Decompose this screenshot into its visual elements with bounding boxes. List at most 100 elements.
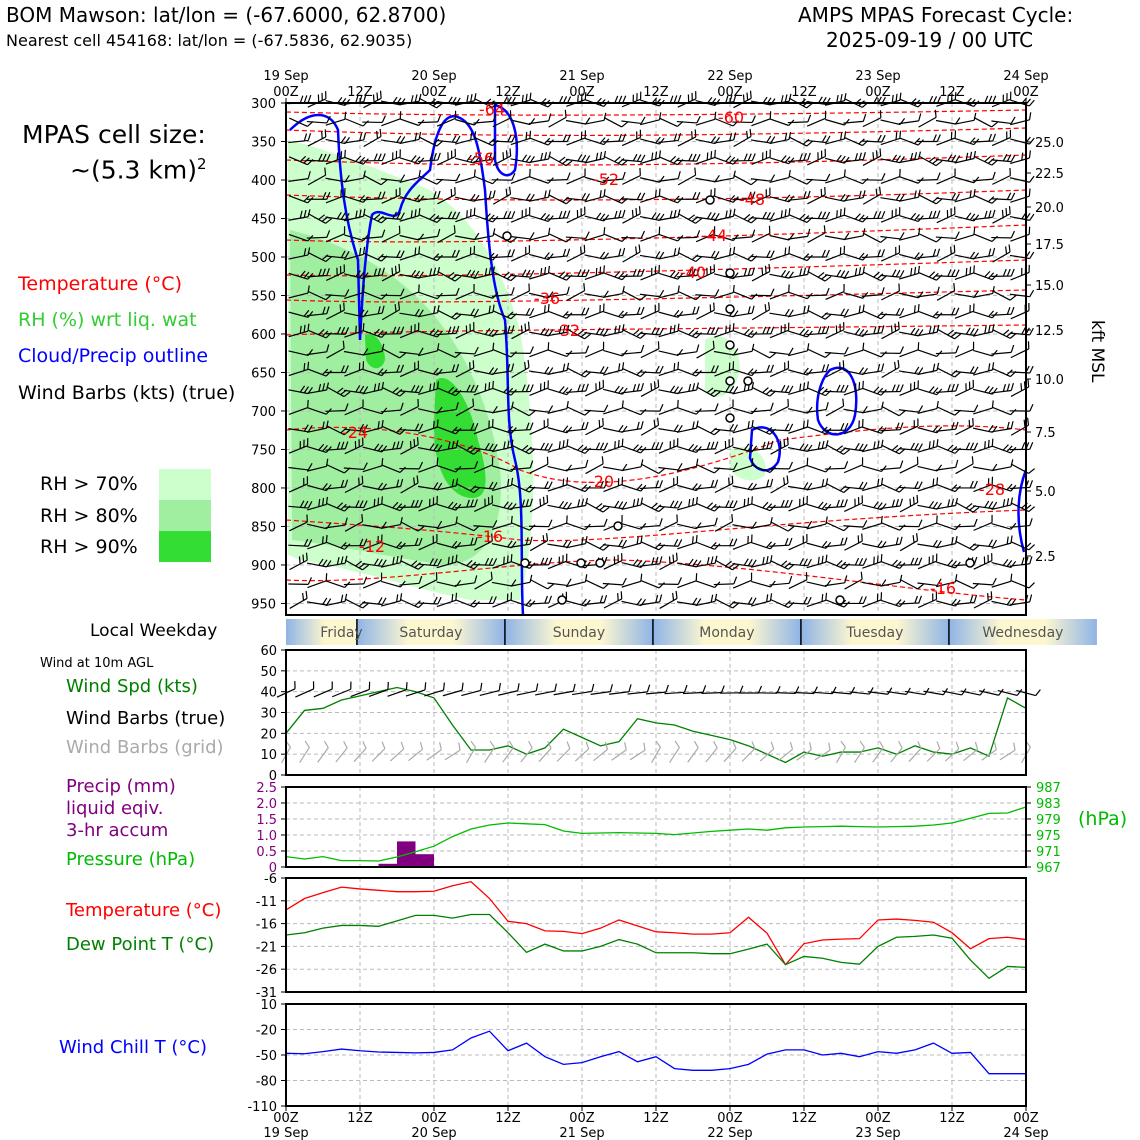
surface-wind-barb-shaft xyxy=(442,689,463,697)
bottom-time-hour-label: 12Z xyxy=(495,1111,521,1126)
wind-barb xyxy=(714,559,739,571)
wind-barb-flag xyxy=(344,555,348,564)
wind-barb-flag xyxy=(918,519,923,527)
wind-barb-flag xyxy=(529,422,534,430)
wind-barb xyxy=(585,501,610,513)
wind-barb xyxy=(325,226,346,243)
grid-wind-barb xyxy=(981,742,997,761)
wind-barb-shaft xyxy=(436,426,456,435)
wind-barb-flag xyxy=(373,268,378,277)
wind-barb-shaft xyxy=(473,447,494,452)
wind-barb-flag xyxy=(418,537,423,546)
wind-barb-flag xyxy=(358,477,360,486)
wind-barb-flag xyxy=(733,500,738,508)
wind-barb-flag xyxy=(862,177,869,185)
wind-barb xyxy=(418,534,438,551)
wind-barb xyxy=(380,211,405,220)
wind-barb xyxy=(547,539,572,548)
wind-barb-flag xyxy=(525,93,528,102)
wind-barb xyxy=(418,175,443,185)
wind-barb xyxy=(547,425,573,434)
wind-barb-flag xyxy=(749,90,752,99)
wind-barb-flag xyxy=(400,250,405,258)
surface-wind-barb-flag xyxy=(498,682,502,691)
wind-barb xyxy=(658,233,684,242)
wind-barb-shaft xyxy=(436,542,457,549)
wind-barb xyxy=(621,522,647,530)
wind-barb-flag xyxy=(363,132,367,141)
wind-barb xyxy=(935,345,960,355)
isotherm-line xyxy=(285,109,1027,116)
wind-barb-shaft xyxy=(955,425,974,436)
wind-barb xyxy=(954,442,979,451)
wind-barb-flag xyxy=(861,495,863,504)
wind-barb xyxy=(880,168,901,184)
calm-circle xyxy=(520,558,530,568)
wind-barb-flag xyxy=(918,405,924,413)
wind-barb xyxy=(954,290,979,298)
chill-y-tick-label: 10 xyxy=(260,998,277,1013)
grid-wind-barb-flag xyxy=(419,741,424,750)
wind-barb-flag xyxy=(344,593,348,602)
wind-barb-flag xyxy=(325,218,332,224)
wind-barb-shaft xyxy=(899,349,919,358)
wind-barb-flag xyxy=(988,248,992,257)
wind-barb xyxy=(750,211,775,220)
wind-barb-flag xyxy=(363,386,369,394)
wind-barb-flag xyxy=(710,479,715,488)
wind-barb xyxy=(362,343,385,356)
wind-barb-flag xyxy=(510,592,513,600)
wind-barb-flag xyxy=(614,95,619,104)
wind-barb-flag xyxy=(324,129,327,137)
cell-size-text: ~(5.3 km) xyxy=(70,155,197,185)
wind-barb-flag xyxy=(474,308,480,317)
wind-barb-shaft xyxy=(880,235,901,240)
wind-barb-flag xyxy=(673,271,680,279)
wind-barb-shaft xyxy=(917,179,938,181)
bottom-time-day-label: 20 Sep xyxy=(411,1126,456,1140)
wind-barb-flag xyxy=(525,269,531,278)
wind-y-tick-label: 30 xyxy=(260,707,277,722)
wind-barb-flag xyxy=(510,237,517,243)
wind-barb-shaft xyxy=(363,174,382,186)
wind-barb xyxy=(362,407,388,415)
wind-barb xyxy=(343,385,369,394)
wind-barb-flag xyxy=(410,560,418,567)
wind-barb-flag xyxy=(381,293,388,300)
wind-barb-shaft xyxy=(935,390,956,394)
wind-barb xyxy=(658,463,683,471)
wind-barb-flag xyxy=(379,90,382,99)
pressure-tick-label: 550 xyxy=(251,289,276,304)
wind-barb xyxy=(732,328,758,338)
wind-barb-flag xyxy=(414,94,418,103)
wind-barb-flag xyxy=(451,540,458,548)
wind-barb xyxy=(658,385,683,395)
wind-barb-flag xyxy=(1002,268,1007,277)
wind-barb-flag xyxy=(694,129,697,137)
wind-barb-flag xyxy=(706,557,710,565)
wind-barb-shaft xyxy=(326,271,345,282)
wind-barb xyxy=(344,559,369,571)
wind-barb xyxy=(659,552,678,571)
wind-barb-flag xyxy=(916,494,919,503)
wind-barb xyxy=(770,398,789,416)
wind-barb-shaft xyxy=(695,333,716,335)
wind-barb-flag xyxy=(577,154,583,162)
wind-barb-flag xyxy=(899,536,903,545)
wind-barb-flag xyxy=(466,445,473,451)
wind-barb-flag xyxy=(418,347,424,355)
wind-barb-flag xyxy=(470,132,473,141)
wind-barb-flag xyxy=(780,384,786,393)
wind-barb-flag xyxy=(447,272,455,278)
wind-barb xyxy=(936,244,956,263)
wind-barb-flag xyxy=(340,556,344,565)
wind-barb-flag xyxy=(696,344,700,352)
wind-barb-shaft xyxy=(454,157,475,164)
wind-barb-shaft xyxy=(603,117,622,128)
wind-barb-flag xyxy=(447,152,449,160)
wind-barb xyxy=(565,307,590,316)
wind-barb xyxy=(732,407,758,415)
precip-y-tick-label: 1.5 xyxy=(256,813,277,828)
weekday-name: Sunday xyxy=(553,625,605,641)
grid-wind-barb-flag xyxy=(343,740,348,749)
